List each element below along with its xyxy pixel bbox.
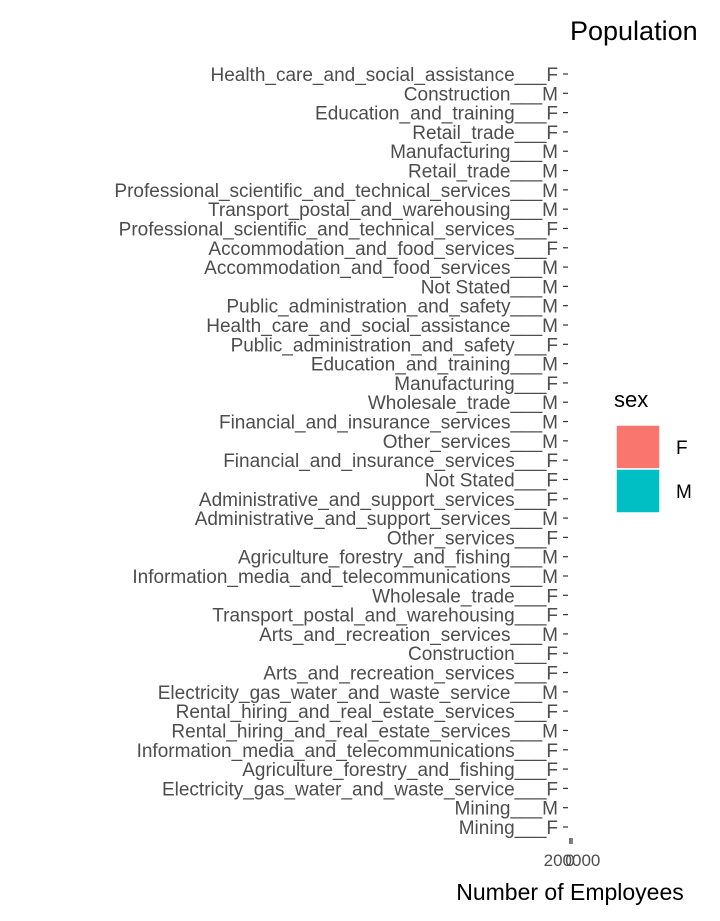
y-tick-label: Education_and_training___M: [311, 355, 558, 376]
y-tick-label: Other_services___M: [383, 432, 558, 453]
y-tick-label: Manufacturing___F: [394, 374, 558, 395]
y-tick-label: Health_care_and_social_assistance___F: [210, 65, 558, 86]
y-tick-label: Mining___F: [459, 818, 558, 839]
y-tick-label: Agriculture_forestry_and_fishing___F: [242, 760, 558, 781]
x-tick-label: 200000: [544, 851, 601, 870]
y-tick-label: Not Stated___F: [425, 470, 558, 491]
y-tick-label: Information_media_and_telecommunications…: [137, 741, 558, 762]
y-tick-label: Other_services___F: [387, 528, 558, 549]
y-tick-label: Arts_and_recreation_services___M: [259, 625, 558, 646]
y-tick-label: Public_administration_and_safety___F: [231, 335, 558, 356]
y-tick-label: Health_care_and_social_assistance___M: [206, 316, 558, 337]
y-tick-label: Construction___M: [404, 84, 558, 105]
y-tick-label: Electricity_gas_water_and_waste_service_…: [158, 683, 558, 704]
x-tick-label: 0: [565, 851, 574, 870]
chart-title: Population: [570, 16, 698, 46]
y-tick-label: Rental_hiring_and_real_estate_services__…: [171, 721, 558, 742]
y-tick-label: Transport_postal_and_warehousing___M: [208, 200, 558, 221]
y-tick-label: Wholesale_trade___M: [368, 393, 558, 414]
y-tick-label: Agriculture_forestry_and_fishing___M: [238, 548, 558, 569]
y-tick-label: Arts_and_recreation_services___F: [263, 664, 558, 685]
y-tick-label: Electricity_gas_water_and_waste_service_…: [162, 779, 558, 800]
y-tick-label: Manufacturing___M: [390, 142, 558, 163]
y-tick-label: Retail_trade___M: [408, 162, 558, 183]
y-tick-label: Public_administration_and_safety___M: [226, 297, 558, 318]
y-axis: Health_care_and_social_assistance___FCon…: [114, 65, 568, 839]
y-tick-label: Professional_scientific_and_technical_se…: [119, 219, 558, 240]
y-tick-label: Wholesale_trade___F: [372, 586, 558, 607]
legend-label-f: F: [676, 438, 688, 459]
y-tick-label: Not Stated___M: [421, 277, 558, 298]
y-tick-label: Administrative_and_support_services___F: [199, 490, 558, 511]
legend-label-m: M: [676, 482, 692, 503]
y-tick-label: Mining___M: [455, 799, 559, 820]
y-tick-label: Financial_and_insurance_services___M: [219, 413, 558, 434]
y-tick-label: Rental_hiring_and_real_estate_services__…: [176, 702, 558, 723]
y-tick-label: Accommodation_and_food_services___F: [208, 239, 558, 260]
y-tick-label: Accommodation_and_food_services___M: [204, 258, 558, 279]
legend: sex F M: [614, 387, 692, 514]
y-tick-label: Administrative_and_support_services___M: [195, 509, 558, 530]
y-tick-label: Information_media_and_telecommunications…: [132, 567, 558, 588]
y-tick-label: Financial_and_insurance_services___F: [223, 451, 558, 472]
y-tick-label: Construction___F: [408, 644, 558, 665]
y-tick-label: Education_and_training___F: [315, 104, 558, 125]
y-tick-label: Retail_trade___F: [412, 123, 558, 144]
y-tick-label: Professional_scientific_and_technical_se…: [114, 181, 558, 202]
x-axis-title: Number of Employees: [456, 879, 684, 905]
legend-key-f: [615, 424, 661, 470]
legend-key-m: [615, 468, 661, 514]
y-tick-label: Transport_postal_and_warehousing___F: [212, 606, 558, 627]
legend-title: sex: [614, 387, 648, 412]
